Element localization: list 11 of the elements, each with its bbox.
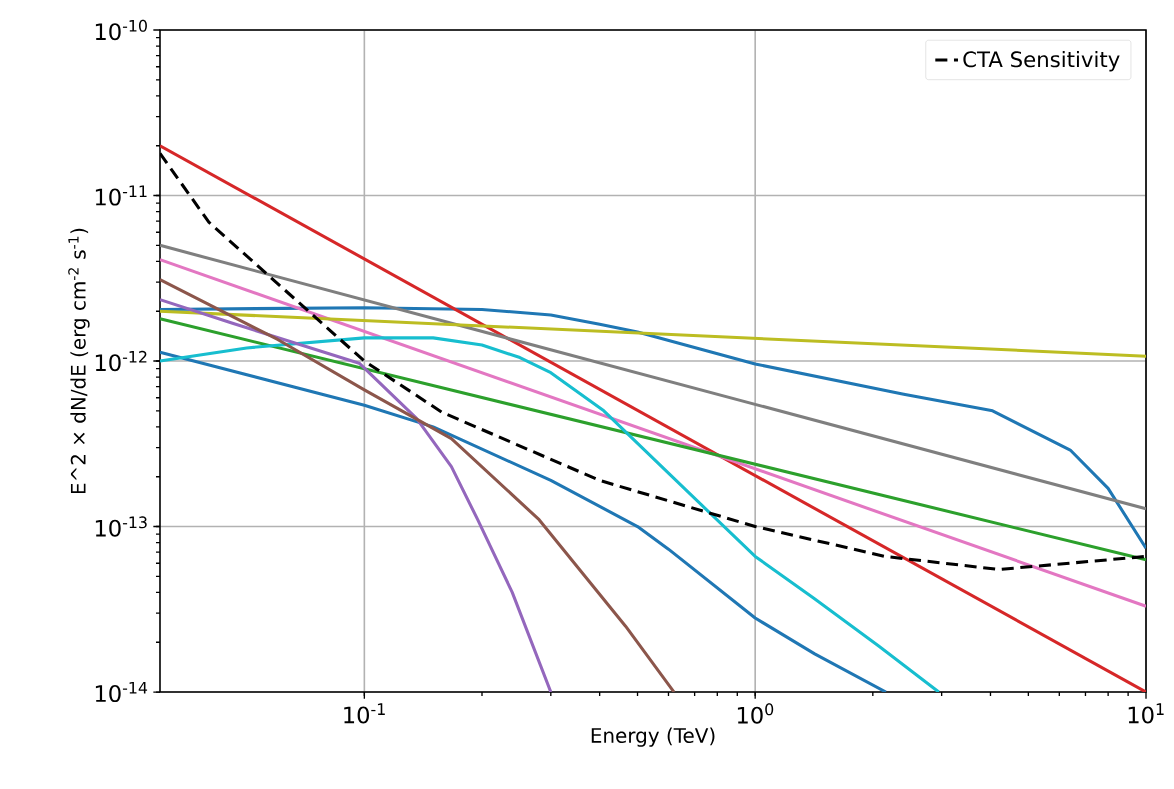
y-tick-label: 10$^{-12}$ bbox=[95, 350, 147, 372]
x-tick-label: 10$^{1}$ bbox=[1128, 703, 1164, 724]
x-tick-label: 10$^{-1}$ bbox=[344, 703, 385, 724]
y-axis-title: E^2 × dN/dE (erg cm$^{-2}$ s$^{-1}$) bbox=[68, 228, 90, 494]
y-tick-label: 10$^{-14}$ bbox=[95, 681, 148, 703]
legend-label: CTA Sensitivity bbox=[963, 50, 1120, 72]
x-axis-title: Energy (TeV) bbox=[591, 727, 715, 747]
y-tick-label: 10$^{-13}$ bbox=[95, 516, 147, 537]
y-tick-label: 10$^{-10}$ bbox=[95, 19, 147, 41]
x-tick-label: 10$^{0}$ bbox=[737, 703, 774, 724]
y-tick-label: 10$^{-11}$ bbox=[95, 185, 147, 206]
